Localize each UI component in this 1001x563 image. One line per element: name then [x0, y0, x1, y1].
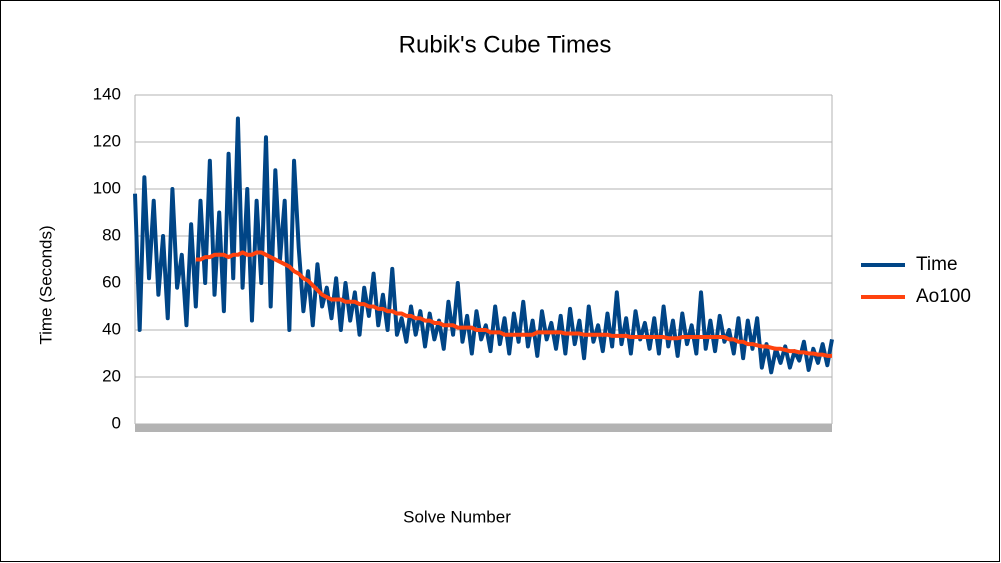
- legend-label: Ao100: [916, 286, 971, 307]
- y-tick-label: 40: [102, 319, 121, 338]
- series-line: [195, 250, 832, 358]
- chart-title: Rubik's Cube Times: [399, 31, 612, 58]
- x-axis-label: Solve Number: [403, 507, 511, 526]
- y-tick-label: 80: [102, 225, 121, 244]
- x-tick-band: [135, 424, 832, 432]
- y-tick-label: 100: [93, 178, 121, 197]
- series-line: [133, 116, 834, 375]
- y-tick-label: 140: [93, 84, 121, 103]
- y-tick-label: 20: [102, 366, 121, 385]
- y-tick-label: 0: [112, 413, 121, 432]
- y-tick-label: 120: [93, 131, 121, 150]
- legend-label: Time: [916, 254, 958, 275]
- y-axis-label: Time (Seconds): [36, 225, 55, 344]
- y-tick-label: 60: [102, 272, 121, 291]
